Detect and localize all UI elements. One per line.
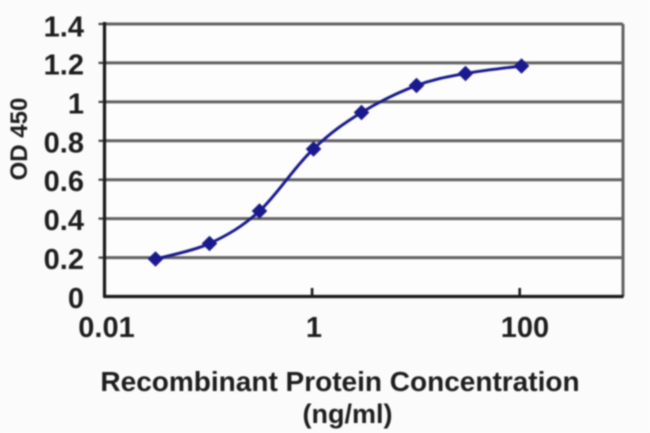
svg-text:1: 1	[306, 312, 322, 344]
svg-text:1: 1	[68, 88, 84, 120]
svg-text:0.4: 0.4	[44, 205, 84, 237]
svg-text:0.6: 0.6	[44, 166, 84, 198]
svg-text:0: 0	[68, 283, 84, 315]
svg-text:1.2: 1.2	[44, 49, 84, 81]
svg-text:100: 100	[501, 312, 549, 344]
svg-text:Recombinant Protein Concentrat: Recombinant Protein Concentration	[100, 366, 579, 397]
svg-text:OD 450: OD 450	[6, 98, 33, 181]
svg-text:0.2: 0.2	[44, 244, 84, 276]
svg-text:0.01: 0.01	[78, 312, 134, 344]
svg-text:1.4: 1.4	[44, 12, 84, 44]
svg-text:(ng/ml): (ng/ml)	[303, 399, 393, 429]
svg-text:0.8: 0.8	[44, 127, 84, 159]
